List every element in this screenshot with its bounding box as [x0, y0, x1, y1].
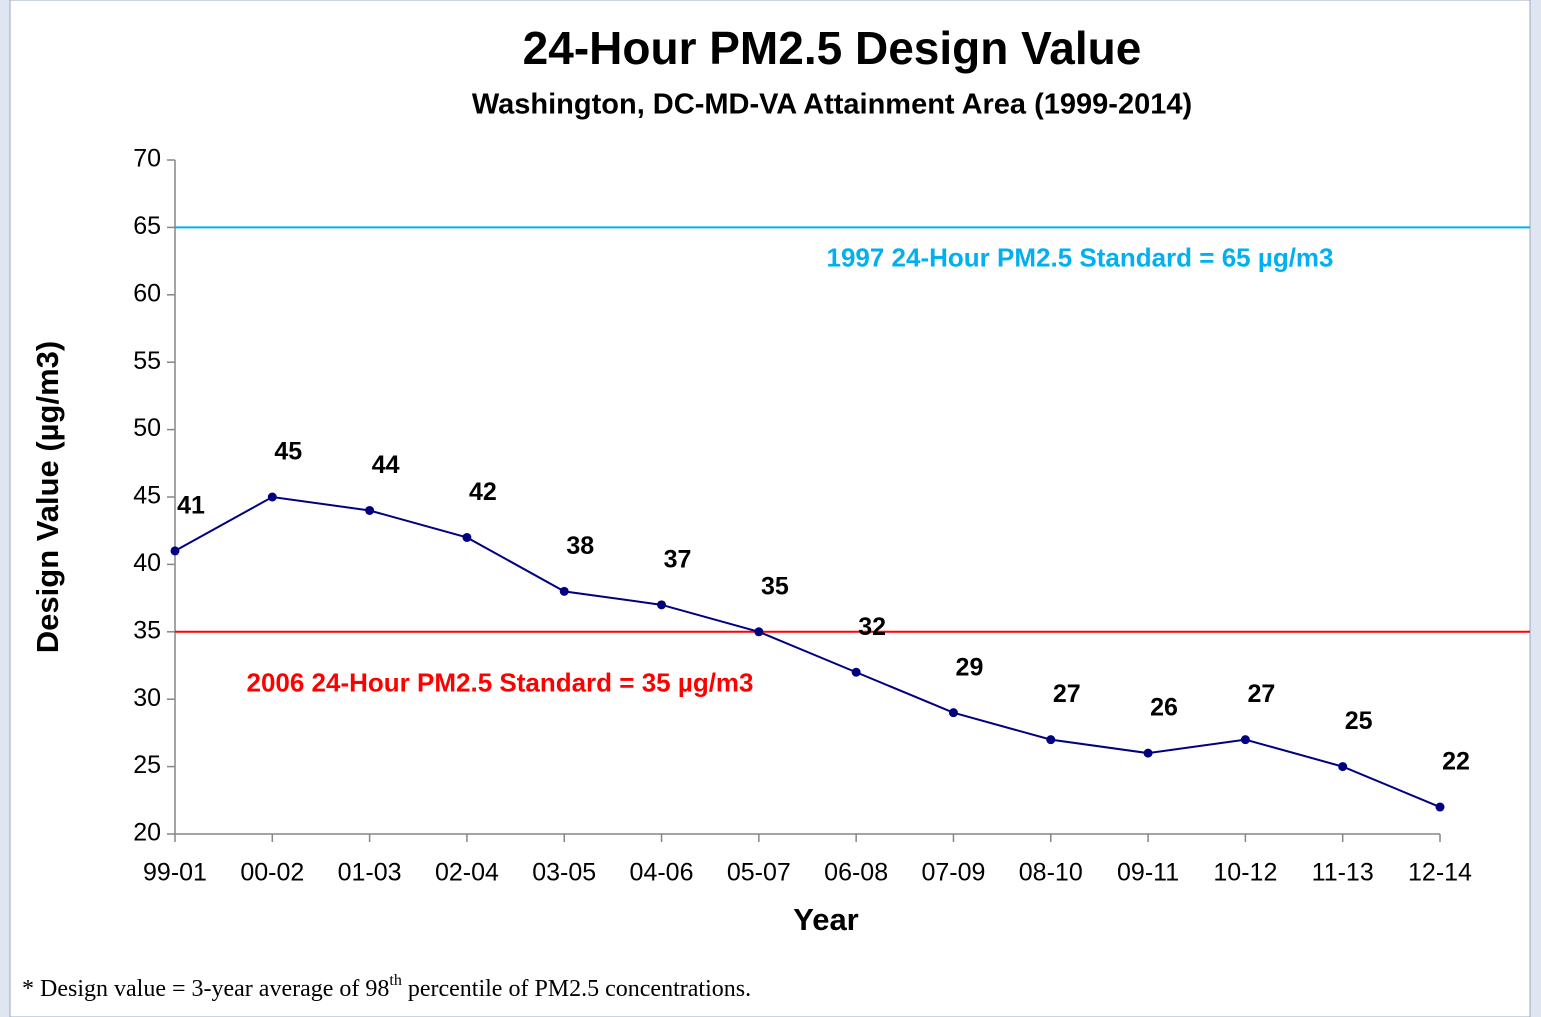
y-tick-label: 20	[133, 819, 161, 847]
data-label: 37	[664, 545, 692, 573]
data-point	[851, 667, 861, 677]
x-tick-label: 06-08	[824, 859, 888, 887]
reference-label: 1997 24-Hour PM2.5 Standard = 65 µg/m3	[826, 242, 1333, 272]
data-point	[1143, 748, 1153, 758]
data-point	[462, 532, 472, 542]
y-tick-label: 65	[133, 212, 161, 240]
footnote: * Design value = 3-year average of 98th …	[22, 972, 751, 1002]
x-tick-label: 07-09	[921, 859, 985, 887]
data-label: 27	[1053, 680, 1081, 708]
y-tick-label: 50	[133, 414, 161, 442]
data-point	[1338, 762, 1348, 772]
data-point	[365, 505, 375, 515]
x-axis-label: Year	[793, 902, 859, 937]
data-label: 26	[1150, 694, 1178, 722]
footnote-text: percentile of PM2.5 concentrations.	[402, 976, 751, 1002]
y-tick-label: 55	[133, 347, 161, 375]
data-point	[267, 492, 277, 502]
data-label: 42	[469, 478, 497, 506]
chart-title: 24-Hour PM2.5 Design Value	[523, 22, 1142, 74]
data-label: 29	[956, 653, 984, 681]
data-label: 22	[1442, 748, 1470, 776]
panel	[9, 0, 1531, 1017]
reference-label: 2006 24-Hour PM2.5 Standard = 35 µg/m3	[246, 668, 753, 698]
y-tick-label: 60	[133, 279, 161, 307]
data-label: 27	[1247, 680, 1275, 708]
x-tick-label: 11-13	[1312, 859, 1374, 887]
x-tick-label: 03-05	[532, 859, 596, 887]
data-label: 35	[761, 572, 789, 600]
x-tick-label: 04-06	[630, 859, 694, 887]
y-axis-label: Design Value (µg/m3)	[30, 341, 65, 653]
data-point	[559, 586, 569, 596]
x-tick-label: 08-10	[1019, 859, 1083, 887]
data-label: 32	[858, 613, 886, 641]
chart-subtitle: Washington, DC-MD-VA Attainment Area (19…	[472, 89, 1192, 121]
x-tick-label: 00-02	[240, 859, 304, 887]
x-tick-label: 10-12	[1213, 859, 1277, 887]
data-label: 44	[372, 451, 400, 479]
data-point	[948, 708, 958, 718]
x-tick-label: 09-11	[1117, 859, 1179, 887]
x-tick-label: 01-03	[338, 859, 402, 887]
y-tick-label: 25	[133, 751, 161, 779]
data-point	[754, 627, 764, 637]
data-point	[1046, 735, 1056, 745]
y-tick-label: 30	[133, 684, 161, 712]
y-tick-label: 70	[133, 145, 161, 173]
x-tick-label: 02-04	[435, 859, 499, 887]
data-label: 41	[177, 492, 205, 520]
series-line	[174, 495, 1441, 808]
data-point	[1435, 802, 1445, 812]
x-tick-label: 05-07	[727, 859, 791, 887]
data-point	[657, 600, 667, 610]
y-tick-label: 45	[133, 482, 161, 510]
data-label: 38	[566, 532, 594, 560]
data-label: 25	[1345, 707, 1373, 735]
x-tick-label: 99-01	[143, 859, 207, 887]
data-label: 45	[274, 438, 302, 466]
footnote-text: * Design value = 3-year average of 98	[22, 976, 389, 1002]
x-tick-label: 12-14	[1408, 859, 1472, 887]
y-tick-label: 35	[133, 616, 161, 644]
y-tick-label: 40	[133, 549, 161, 577]
data-point	[170, 546, 180, 556]
footnote-sup: th	[389, 972, 401, 989]
data-point	[1240, 735, 1250, 745]
